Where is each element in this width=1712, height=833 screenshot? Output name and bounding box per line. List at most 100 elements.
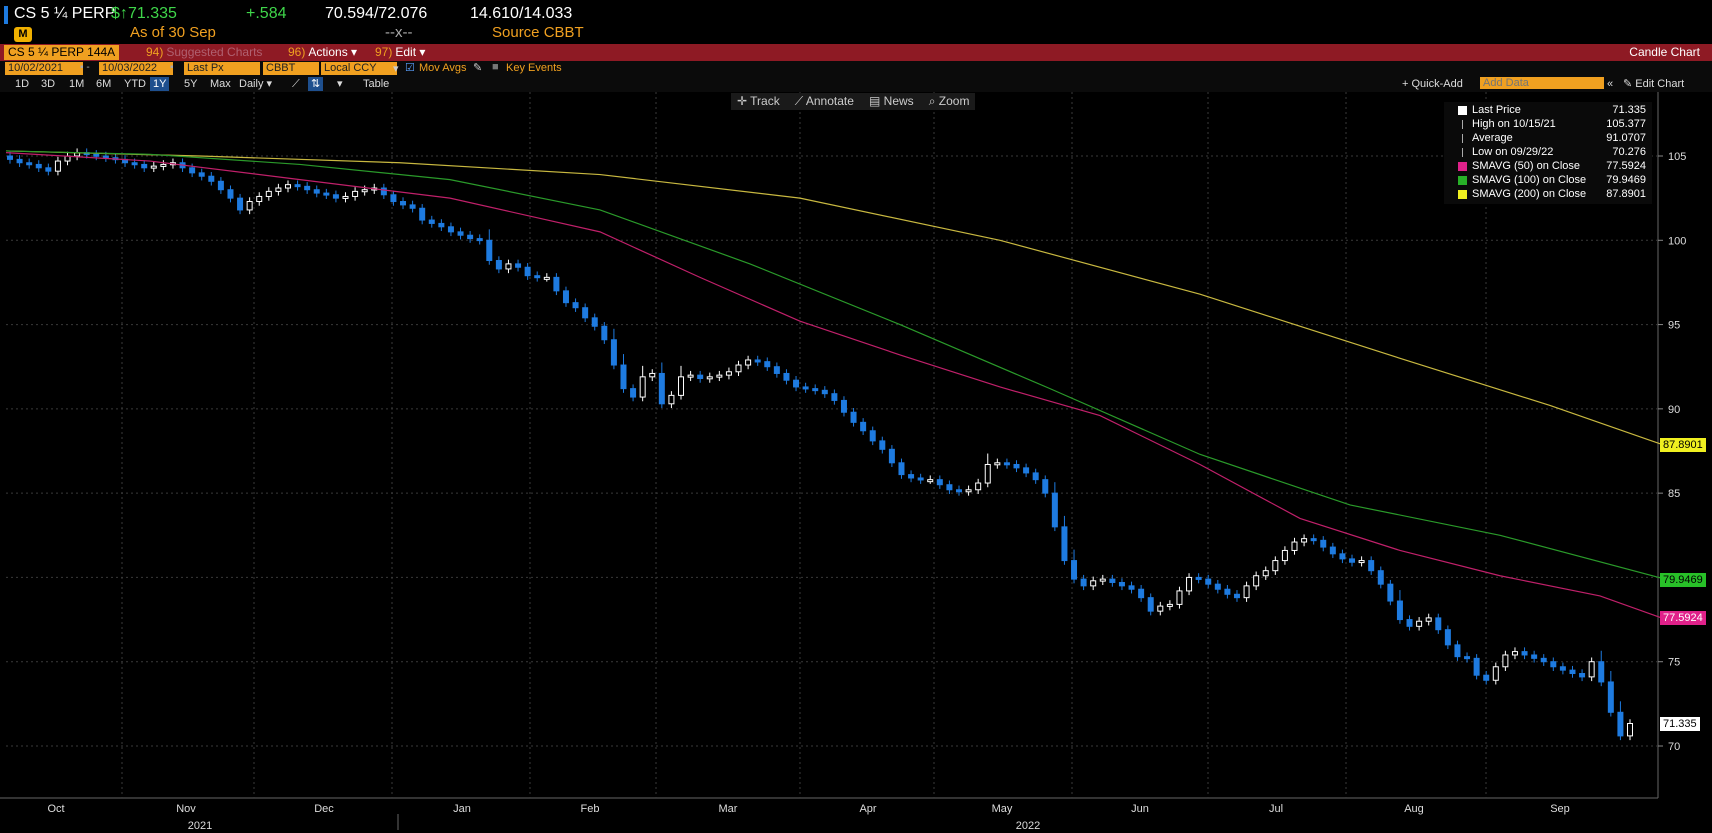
candle-body[interactable] <box>553 276 560 292</box>
legend-row[interactable]: SMAVG (200) on Close 87.8901 <box>1444 188 1652 202</box>
candle-body[interactable] <box>515 263 522 268</box>
candle-body[interactable] <box>1301 538 1308 543</box>
candle-body[interactable] <box>1550 661 1557 668</box>
candle-body[interactable] <box>936 479 943 486</box>
candle-body[interactable] <box>275 187 282 192</box>
candle-body[interactable] <box>1617 711 1624 737</box>
candle-body[interactable] <box>1339 553 1346 560</box>
candle-body[interactable] <box>773 366 780 374</box>
start-date-field[interactable]: 10/02/2021 <box>5 62 83 75</box>
candle-body[interactable] <box>1607 681 1614 713</box>
add-data-input[interactable] <box>1480 77 1604 89</box>
candle-body[interactable] <box>141 163 148 169</box>
edit-menu[interactable]: 97) Edit ▾ <box>375 45 426 59</box>
candle-body[interactable] <box>1118 581 1125 587</box>
candle-body[interactable] <box>745 359 752 366</box>
key-events-label[interactable]: Key Events <box>506 62 562 74</box>
candle-body[interactable] <box>1588 661 1595 678</box>
candle-body[interactable] <box>1569 669 1576 675</box>
candle-body[interactable] <box>687 374 694 378</box>
currency-selector[interactable]: Local CCY <box>321 62 397 75</box>
candle-chart[interactable]: Oct Nov Dec Jan Feb Mar Apr May Jun Jul Aug Sep 2021… <box>0 92 1712 833</box>
candle-body[interactable] <box>1051 492 1058 528</box>
annotate-tool[interactable]: ⟋ Annotate <box>794 94 854 108</box>
candle-body[interactable] <box>1262 570 1269 577</box>
candle-body[interactable] <box>419 207 426 221</box>
key-events-checkbox-icon[interactable]: ■ <box>492 61 499 73</box>
bloomberg-m-icon[interactable]: M <box>14 27 32 42</box>
candle-body[interactable] <box>198 172 205 177</box>
candle-body[interactable] <box>1329 546 1336 555</box>
candle-body[interactable] <box>620 364 627 390</box>
candle-body[interactable] <box>1444 629 1451 646</box>
candle-body[interactable] <box>1627 722 1633 737</box>
candle-body[interactable] <box>1090 580 1097 587</box>
candle-body[interactable] <box>1521 651 1528 656</box>
candle-body[interactable] <box>438 222 445 228</box>
candle-body[interactable] <box>1214 583 1221 590</box>
candle-style-icon[interactable]: ⇅ <box>308 77 324 91</box>
range-5y[interactable]: 5Y <box>184 78 198 90</box>
candle-body[interactable] <box>1032 472 1039 481</box>
candle-body[interactable] <box>783 372 790 381</box>
candle-body[interactable] <box>927 479 934 483</box>
candle-body[interactable] <box>601 325 608 341</box>
candle-body[interactable] <box>582 307 589 319</box>
calendar-start-icon[interactable]: ▪ - <box>80 62 90 73</box>
candle-body[interactable] <box>16 158 23 164</box>
candle-body[interactable] <box>869 430 876 442</box>
candle-body[interactable] <box>917 477 924 481</box>
legend-row[interactable]: High on 10/15/21 105.377 <box>1444 118 1652 132</box>
legend-row[interactable]: SMAVG (50) on Close 77.5924 <box>1444 160 1652 174</box>
zoom-tool[interactable]: ⌕ Zoom <box>928 94 970 108</box>
candle-body[interactable] <box>678 376 685 396</box>
candle-body[interactable] <box>1243 585 1250 599</box>
candle-body[interactable] <box>1071 560 1078 580</box>
candle-body[interactable] <box>1186 576 1193 592</box>
candle-body[interactable] <box>1435 617 1442 631</box>
candle-body[interactable] <box>534 275 541 279</box>
candle-body[interactable] <box>1109 578 1116 583</box>
candle-body[interactable] <box>984 463 991 484</box>
candle-body[interactable] <box>898 462 905 476</box>
candle-body[interactable] <box>658 372 665 405</box>
candle-body[interactable] <box>1368 560 1375 572</box>
candle-body[interactable] <box>26 162 33 166</box>
range-max[interactable]: Max <box>210 78 231 90</box>
candle-body[interactable] <box>1531 654 1538 659</box>
candle-body[interactable] <box>342 195 349 199</box>
candle-body[interactable] <box>1598 661 1605 683</box>
candle-body[interactable] <box>793 379 800 388</box>
candle-body[interactable] <box>1272 560 1279 572</box>
candle-body[interactable] <box>994 462 1001 466</box>
candle-body[interactable] <box>1157 605 1164 612</box>
candle-body[interactable] <box>1492 666 1499 681</box>
candle-body[interactable] <box>45 167 52 172</box>
candle-body[interactable] <box>1511 651 1518 656</box>
candle-body[interactable] <box>246 201 253 211</box>
candle-body[interactable] <box>1003 462 1010 466</box>
range-1m[interactable]: 1M <box>69 78 85 90</box>
candle-body[interactable] <box>400 201 407 206</box>
candle-body[interactable] <box>524 266 531 277</box>
candle-body[interactable] <box>850 411 857 423</box>
candle-body[interactable] <box>630 388 637 398</box>
candle-body[interactable] <box>1138 588 1145 599</box>
style-chevron-down-icon[interactable]: ▾ <box>337 78 343 90</box>
candle-body[interactable] <box>1425 617 1432 622</box>
legend-row[interactable]: Last Price 71.335 <box>1444 104 1652 118</box>
end-date-field[interactable]: 10/03/2022 <box>99 62 173 75</box>
candle-body[interactable] <box>1358 560 1365 564</box>
candle-body[interactable] <box>1406 619 1413 627</box>
candle-body[interactable] <box>812 388 819 392</box>
candle-body[interactable] <box>1224 588 1231 595</box>
range-6m[interactable]: 6M <box>96 78 112 90</box>
legend-row[interactable]: SMAVG (100) on Close 79.9469 <box>1444 174 1652 188</box>
candle-body[interactable] <box>1176 590 1183 605</box>
candle-body[interactable] <box>1349 558 1356 563</box>
mov-avgs-checkbox-icon[interactable]: ☑ <box>405 62 415 74</box>
candle-body[interactable] <box>352 190 359 197</box>
candle-body[interactable] <box>1013 463 1020 469</box>
candle-body[interactable] <box>54 160 61 172</box>
candle-body[interactable] <box>1233 593 1240 599</box>
